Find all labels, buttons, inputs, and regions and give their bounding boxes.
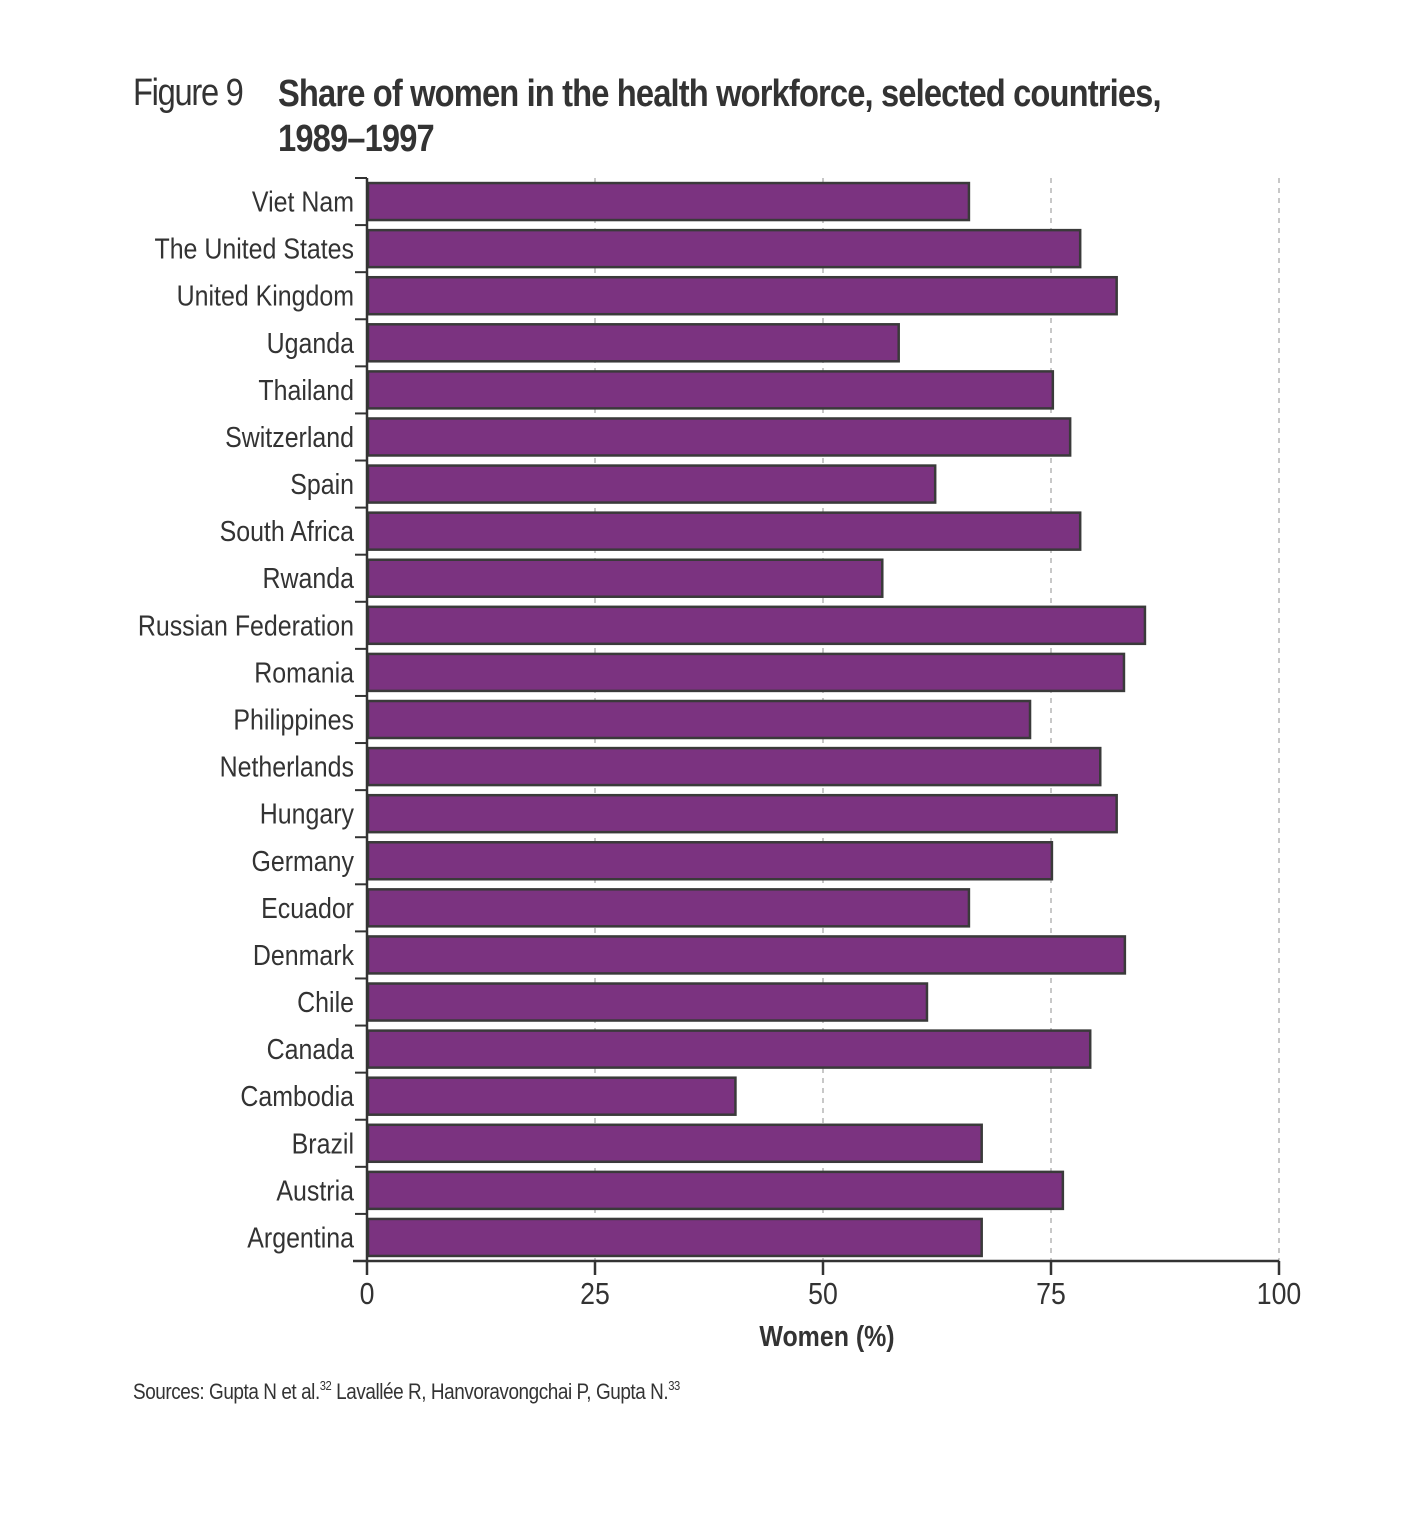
- y-tick-label: Romania: [254, 657, 355, 689]
- y-tick-label: Russian Federation: [138, 610, 354, 642]
- bars: [366, 181, 1147, 1258]
- bar-cambodia: [366, 1076, 737, 1116]
- bar-spain: [366, 464, 937, 504]
- bar-chile: [366, 982, 929, 1022]
- x-tick-label: 50: [808, 1277, 838, 1311]
- x-tick-label: 0: [360, 1277, 375, 1311]
- x-tick-label: 75: [1036, 1277, 1066, 1311]
- bar-denmark: [366, 935, 1127, 975]
- bar-south-africa: [366, 511, 1082, 551]
- footnote-ref-1: 32: [319, 1378, 332, 1393]
- y-tick-label: The United States: [154, 233, 354, 265]
- y-tick-label: United Kingdom: [177, 280, 354, 312]
- bar-russian-federation: [366, 605, 1147, 646]
- y-tick-label: Brazil: [292, 1128, 354, 1160]
- figure-number: Figure 9: [133, 72, 244, 114]
- bar-switzerland: [366, 417, 1072, 457]
- bar-united-kingdom: [366, 275, 1118, 316]
- footnote-text-1: Sources: Gupta N et al.: [133, 1379, 320, 1404]
- y-tick-label: Denmark: [253, 939, 355, 971]
- y-tick-label: Netherlands: [220, 751, 354, 783]
- bar-rwanda: [366, 558, 884, 598]
- footnote-text-2: Lavallée R, Hanvoravongchai P, Gupta N.: [331, 1379, 669, 1404]
- bar-thailand: [366, 370, 1055, 410]
- x-axis-title: Women (%): [759, 1320, 894, 1352]
- y-tick-label: Ecuador: [261, 892, 354, 924]
- bar-hungary: [366, 793, 1118, 834]
- y-tick-label: Philippines: [233, 704, 354, 736]
- bar-viet-nam: [366, 181, 971, 222]
- bar-brazil: [366, 1123, 983, 1164]
- sources-footnote: Sources: Gupta N et al.32 Lavallée R, Ha…: [133, 1378, 680, 1405]
- y-tick-label: Uganda: [267, 327, 355, 359]
- y-tick-label: Chile: [297, 986, 354, 1018]
- figure-title-line-2: 1989–1997: [278, 118, 435, 160]
- y-tick-label: Cambodia: [240, 1080, 355, 1112]
- bar-germany: [366, 841, 1054, 881]
- x-tick-label: 25: [580, 1277, 610, 1311]
- bar-netherlands: [366, 746, 1102, 787]
- y-tick-label: Austria: [276, 1175, 354, 1207]
- bar-argentina: [366, 1217, 983, 1258]
- bar-ecuador: [366, 888, 971, 928]
- y-tick-label: Thailand: [258, 374, 354, 406]
- y-tick-label: Rwanda: [263, 563, 355, 595]
- figure-title-line-1: Share of women in the health workforce, …: [278, 73, 1162, 115]
- bar-philippines: [366, 699, 1032, 740]
- y-tick-label: Spain: [290, 468, 354, 500]
- y-tick-label: Switzerland: [225, 421, 354, 453]
- y-tick-label: Germany: [251, 845, 354, 877]
- y-tick-label: Argentina: [247, 1222, 355, 1254]
- bar-romania: [366, 652, 1126, 693]
- figure-title: Share of women in the health workforce, …: [278, 72, 1267, 162]
- x-tick-label: 100: [1257, 1277, 1301, 1311]
- footnote-ref-2: 33: [668, 1378, 680, 1393]
- y-tick-label: Viet Nam: [252, 186, 354, 218]
- y-tick-label: Hungary: [260, 798, 355, 830]
- bar-austria: [366, 1170, 1065, 1211]
- y-axis: Viet Nam The United States United Kingdom U…: [138, 177, 369, 1262]
- bar-uganda: [366, 323, 900, 363]
- bar-chart: Viet Nam The United States United Kingdom U…: [138, 177, 1301, 1352]
- bar-the-united-states: [366, 228, 1082, 269]
- y-tick-label: Canada: [267, 1033, 355, 1065]
- y-tick-label: South Africa: [220, 515, 355, 547]
- bar-canada: [366, 1029, 1092, 1069]
- x-axis: 0 25 50 75 100: [353, 1259, 1301, 1312]
